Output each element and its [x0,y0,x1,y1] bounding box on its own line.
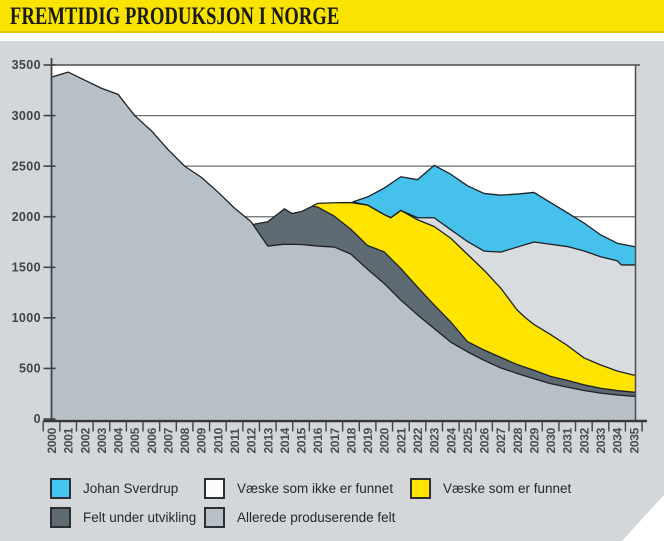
svg-text:2015: 2015 [295,427,309,453]
svg-text:2008: 2008 [178,427,192,453]
svg-text:0: 0 [34,412,41,426]
svg-text:2500: 2500 [12,159,41,173]
svg-text:2002: 2002 [78,427,92,453]
svg-text:2017: 2017 [328,427,342,453]
svg-text:2026: 2026 [478,427,492,453]
svg-text:2000: 2000 [45,427,59,453]
svg-text:2028: 2028 [511,427,525,453]
svg-text:2033: 2033 [594,427,608,453]
svg-text:2018: 2018 [344,427,358,453]
svg-text:2031: 2031 [561,427,575,453]
svg-text:2007: 2007 [161,427,175,453]
svg-text:2027: 2027 [494,427,508,453]
svg-text:500: 500 [19,362,41,376]
svg-text:1500: 1500 [12,260,41,274]
svg-text:2013: 2013 [261,427,275,453]
svg-text:2024: 2024 [444,427,458,453]
svg-text:2000: 2000 [12,210,41,224]
svg-text:3500: 3500 [12,58,41,72]
svg-text:2004: 2004 [112,427,126,453]
svg-text:2010: 2010 [211,427,225,453]
svg-text:2006: 2006 [145,427,159,453]
svg-text:2030: 2030 [544,427,558,453]
svg-text:2016: 2016 [311,427,325,453]
svg-text:2014: 2014 [278,427,292,453]
svg-text:2022: 2022 [411,427,425,453]
svg-text:2023: 2023 [428,427,442,453]
svg-text:2003: 2003 [95,427,109,453]
svg-text:2001: 2001 [62,427,76,453]
svg-text:2021: 2021 [394,427,408,453]
svg-text:2032: 2032 [577,427,591,453]
svg-text:3000: 3000 [12,109,41,123]
svg-text:2029: 2029 [527,427,541,453]
svg-text:2005: 2005 [128,427,142,453]
svg-text:2019: 2019 [361,427,375,453]
svg-text:2012: 2012 [245,427,259,453]
svg-text:2034: 2034 [611,427,625,453]
svg-text:2011: 2011 [228,428,242,453]
svg-text:2009: 2009 [195,427,209,453]
svg-text:2035: 2035 [627,427,641,453]
svg-text:2020: 2020 [378,427,392,453]
svg-text:2025: 2025 [461,427,475,453]
svg-text:1000: 1000 [12,311,41,325]
